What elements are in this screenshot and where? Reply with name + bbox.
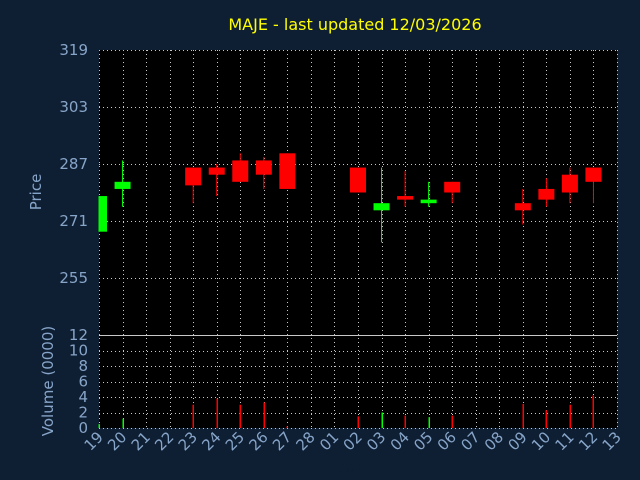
x-tick-label: 22 <box>151 428 177 454</box>
x-tick-label: 02 <box>340 428 366 454</box>
gridlines <box>99 50 618 429</box>
candle-body <box>232 160 249 182</box>
x-tick-label: 26 <box>245 428 271 454</box>
volume-bar <box>216 398 218 428</box>
volume-bar <box>569 404 571 428</box>
candle-body <box>561 174 578 193</box>
volume-tick-label: 6 <box>78 373 88 391</box>
volume-tick-label: 0 <box>78 419 88 437</box>
x-tick-label: 13 <box>599 428 625 454</box>
x-tick-label: 06 <box>434 428 460 454</box>
chart-title: MAJE - last updated 12/03/2026 <box>228 15 481 34</box>
candle-body <box>444 181 461 193</box>
x-tick-label: 10 <box>528 428 554 454</box>
x-tick-label: 12 <box>575 428 601 454</box>
volume-bar <box>545 410 547 428</box>
candle-body <box>99 196 107 232</box>
candle-body <box>538 188 555 200</box>
volume-bar <box>98 424 100 428</box>
price-y-ticks: 319 303 287 271 255 <box>59 41 88 287</box>
volume-tick-label: 8 <box>78 357 88 375</box>
x-tick-label: 27 <box>269 428 295 454</box>
price-tick-label: 287 <box>59 155 88 173</box>
volume-bars <box>98 395 594 428</box>
x-tick-label: 04 <box>387 428 413 454</box>
candle-body <box>373 203 390 211</box>
volume-bar <box>592 395 594 428</box>
x-axis-label: Day <box>334 460 362 476</box>
volume-tick-label: 12 <box>69 326 88 344</box>
volume-bar <box>357 416 359 428</box>
price-tick-label: 319 <box>59 41 88 59</box>
x-tick-label: 21 <box>128 428 154 454</box>
candle-body <box>279 153 296 189</box>
x-tick-label: 03 <box>363 428 389 454</box>
x-tick-label: 08 <box>481 428 507 454</box>
volume-bar <box>192 404 194 428</box>
candle-body <box>255 160 272 175</box>
volume-bar <box>263 402 265 428</box>
candle-body <box>397 196 414 200</box>
candle-body <box>208 167 225 175</box>
volume-bar <box>428 417 430 428</box>
candle-body <box>350 167 366 193</box>
volume-bar <box>451 415 453 428</box>
volume-bar <box>286 426 288 428</box>
candle-body <box>585 167 602 182</box>
candle-body <box>420 199 437 204</box>
x-tick-label: 09 <box>504 428 530 454</box>
volume-tick-label: 2 <box>78 404 88 422</box>
x-tick-label: 11 <box>552 428 578 454</box>
x-tick-label: 24 <box>198 428 224 454</box>
x-tick-label: 23 <box>175 428 201 454</box>
candle-body <box>114 181 131 189</box>
volume-bar <box>381 412 383 428</box>
price-axis-label: Price <box>27 174 45 211</box>
x-tick-label: 05 <box>410 428 436 454</box>
volume-tick-label: 10 <box>69 342 88 360</box>
x-ticks: 1920212223242526272801020304050607080910… <box>81 428 625 454</box>
x-tick-label: 20 <box>104 428 130 454</box>
x-tick-label: 01 <box>316 428 342 454</box>
price-candles <box>98 153 602 243</box>
x-tick-label: 07 <box>457 428 483 454</box>
volume-bar <box>122 418 124 428</box>
price-tick-label: 271 <box>59 212 88 230</box>
price-tick-label: 255 <box>59 269 88 287</box>
x-tick-label: 25 <box>222 428 248 454</box>
volume-bar <box>404 415 406 428</box>
candle-body <box>514 203 531 211</box>
volume-bar <box>522 403 524 428</box>
price-tick-label: 303 <box>59 98 88 116</box>
volume-axis-label: Volume (0000) <box>39 326 57 436</box>
candle-body <box>185 167 202 186</box>
volume-tick-label: 4 <box>78 388 88 406</box>
volume-bar <box>239 404 241 428</box>
x-tick-label: 28 <box>293 428 319 454</box>
